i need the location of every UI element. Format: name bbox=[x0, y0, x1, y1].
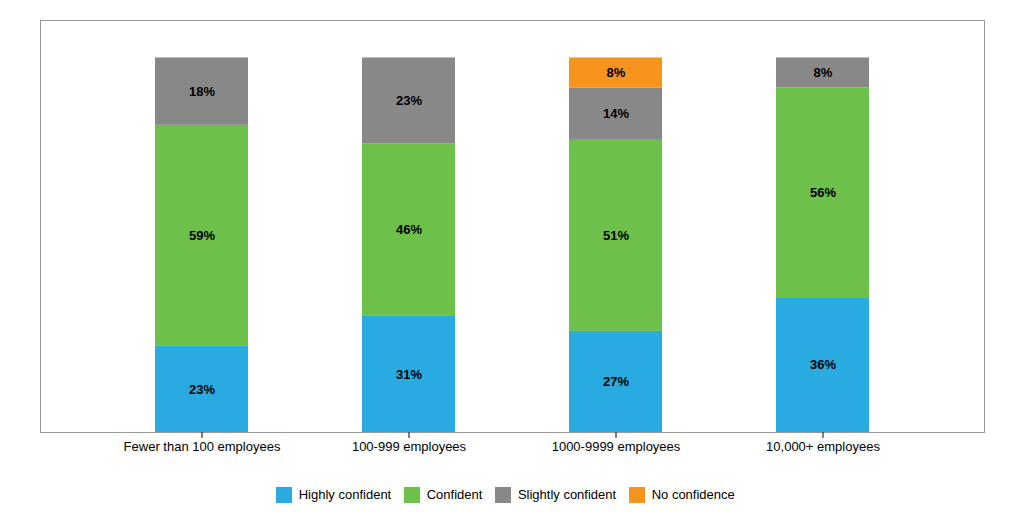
html-text:No confidence: No confidence bbox=[651, 487, 735, 502]
svg-text:8%: 8% bbox=[607, 65, 626, 80]
svg-text:56%: 56% bbox=[810, 185, 836, 200]
svg-text:14%: 14% bbox=[603, 106, 629, 121]
svg-text:10,000+ employees: 10,000+ employees bbox=[766, 439, 880, 454]
svg-text:59%: 59% bbox=[189, 228, 215, 243]
svg-text:8%: 8% bbox=[814, 65, 833, 80]
html-text:Confident: Confident bbox=[426, 487, 483, 502]
svg-text:27%: 27% bbox=[603, 374, 629, 389]
svg-text:51%: 51% bbox=[603, 228, 629, 243]
svg-text:46%: 46% bbox=[396, 222, 422, 237]
svg-text:1000-9999 employees: 1000-9999 employees bbox=[552, 439, 681, 454]
svg-text:31%: 31% bbox=[396, 367, 422, 382]
html-text:Slightly confident: Slightly confident bbox=[517, 487, 617, 502]
svg-text:23%: 23% bbox=[189, 382, 215, 397]
svg-text:100-999 employees: 100-999 employees bbox=[352, 439, 467, 454]
svg-text:18%: 18% bbox=[189, 84, 215, 99]
svg-text:23%: 23% bbox=[396, 93, 422, 108]
svg-text:36%: 36% bbox=[810, 357, 836, 372]
html-text:Highly confident: Highly confident bbox=[298, 487, 392, 502]
svg-text:Fewer than 100 employees: Fewer than 100 employees bbox=[124, 439, 281, 454]
